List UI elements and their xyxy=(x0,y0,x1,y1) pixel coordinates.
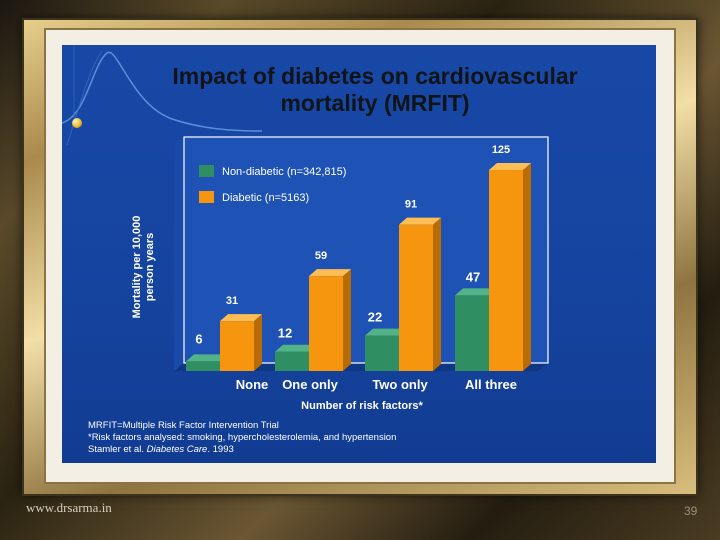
y-axis-label-line-1: Mortality per 10,000 xyxy=(131,216,143,319)
bar-diabetic-none-top xyxy=(220,314,262,322)
bar-non-diabetic-two-only-top xyxy=(365,328,407,336)
citation-journal: Diabetes Care xyxy=(146,444,208,455)
data-label-diabetic-two-only: 91 xyxy=(405,199,417,211)
data-label-non-diabetic-all-three: 47 xyxy=(466,269,480,284)
legend-label-non-diabetic: Non-diabetic (n=342,815) xyxy=(222,166,346,178)
category-label-all-three: All three xyxy=(465,377,517,392)
data-label-diabetic-none: 31 xyxy=(226,295,238,307)
y-axis-label-line-2: person years xyxy=(144,233,156,301)
slide-title: Impact of diabetes on cardiovascular mor… xyxy=(130,63,620,117)
bar-diabetic-none-side xyxy=(254,314,262,371)
bar-diabetic-all-three-side xyxy=(523,163,531,371)
bar-non-diabetic-none-top xyxy=(186,354,228,362)
x-axis-label: Number of risk factors* xyxy=(301,400,423,412)
citation-year: . 1993 xyxy=(207,444,234,455)
bar-diabetic-one-only-side xyxy=(343,269,351,371)
data-label-diabetic-all-three: 125 xyxy=(492,144,510,156)
chart-floor xyxy=(174,363,548,371)
bar-diabetic-one-only xyxy=(309,276,343,371)
data-label-diabetic-one-only: 59 xyxy=(315,250,327,262)
decorative-curve xyxy=(62,45,263,146)
bullet-dot xyxy=(72,118,82,128)
bar-diabetic-two-only xyxy=(399,224,433,371)
legend-label-diabetic: Diabetic (n=5163) xyxy=(222,192,309,204)
bar-non-diabetic-one-only-top xyxy=(275,344,317,352)
bar-diabetic-one-only-top xyxy=(309,269,351,277)
slide: Impact of diabetes on cardiovascular mor… xyxy=(62,45,656,463)
footnote-mrfit: MRFIT=Multiple Risk Factor Intervention … xyxy=(88,420,279,431)
bar-non-diabetic-all-three xyxy=(455,295,489,371)
bar-diabetic-two-only-side xyxy=(433,217,441,371)
footnote-risk-factors: *Risk factors analysed: smoking, hyperch… xyxy=(88,432,397,443)
bar-diabetic-none xyxy=(220,321,254,371)
bar-non-diabetic-all-three-top xyxy=(455,288,497,296)
title-line-1: Impact of diabetes on cardiovascular xyxy=(172,63,578,89)
legend: Non-diabetic (n=342,815) Diabetic (n=516… xyxy=(199,165,346,204)
citation-authors: Stamler et al. xyxy=(88,444,147,455)
y-axis-label: Mortality per 10,000 person years xyxy=(131,216,156,319)
bar-non-diabetic-two-only xyxy=(365,335,399,371)
bar-non-diabetic-none xyxy=(186,361,220,371)
bar-diabetic-all-three-top xyxy=(489,163,531,170)
category-label-two-only: Two only xyxy=(372,377,428,392)
data-label-non-diabetic-none: 6 xyxy=(195,331,202,346)
title-line-2: mortality (MRFIT) xyxy=(280,90,470,116)
legend-swatch-diabetic xyxy=(199,191,214,203)
bars-group: 6 31 12 59 22 91 47 125 xyxy=(186,144,531,371)
data-label-non-diabetic-one-only: 12 xyxy=(278,326,292,341)
footnote-citation: Stamler et al. Diabetes Care. 1993 xyxy=(88,444,234,455)
chart-side-wall xyxy=(174,137,184,371)
bar-chart: 6 31 12 59 22 91 47 125 Non-diabetic (n=342,815… xyxy=(131,136,549,412)
data-label-non-diabetic-two-only: 22 xyxy=(368,310,382,325)
website-watermark: www.drsarma.in xyxy=(26,500,112,515)
page-number: 39 xyxy=(684,504,698,518)
bar-non-diabetic-one-only xyxy=(275,351,309,371)
bar-diabetic-all-three xyxy=(489,170,523,371)
category-label-none: None xyxy=(236,377,269,392)
category-label-one-only: One only xyxy=(282,377,338,392)
bar-diabetic-two-only-top xyxy=(399,217,441,225)
legend-swatch-non-diabetic xyxy=(199,165,214,177)
